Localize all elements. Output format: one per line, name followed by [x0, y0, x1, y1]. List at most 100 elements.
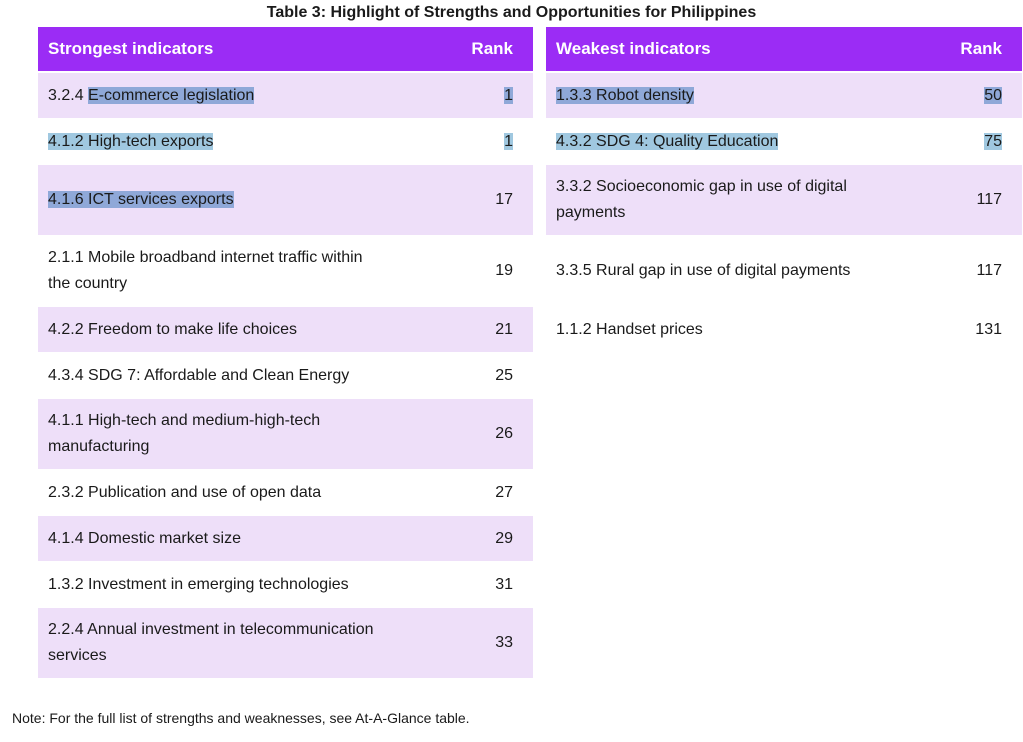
indicator-rank: 1: [504, 132, 513, 150]
weakest-rank-cell: 75: [906, 119, 1022, 165]
column-gap: [533, 27, 546, 73]
weakest-rank-cell: [906, 470, 1022, 516]
indicator-code: 3.3.5: [556, 262, 592, 279]
indicator-code: 4.3.2: [556, 132, 592, 150]
table-row: 4.1.1 High-tech and medium-high-tech man…: [38, 399, 1022, 470]
table-row: 2.1.1 Mobile broadband internet traffic …: [38, 236, 1022, 307]
indicator-label: Mobile broadband internet traffic within…: [48, 249, 363, 292]
strongest-indicator-cell: 2.1.1 Mobile broadband internet traffic …: [38, 236, 398, 307]
table-row: 1.3.2 Investment in emerging technologie…: [38, 562, 1022, 608]
strongest-header: Strongest indicators: [38, 27, 398, 73]
strongest-indicator-cell: 4.1.1 High-tech and medium-high-tech man…: [38, 399, 398, 470]
indicator-label: E-commerce legislation: [88, 86, 255, 104]
indicator-rank: 1: [504, 86, 513, 104]
weakest-indicator-cell: 4.3.2 SDG 4: Quality Education: [546, 119, 906, 165]
indicator-code: 4.1.6: [48, 191, 84, 208]
weakest-rank-cell: 50: [906, 73, 1022, 119]
strongest-rank-cell: 1: [398, 119, 533, 165]
indicator-rank: 75: [984, 132, 1002, 150]
indicator-label: High-tech and medium-high-tech manufactu…: [48, 412, 321, 455]
table-row: 4.1.2 High-tech exports 1 4.3.2 SDG 4: Qua…: [38, 119, 1022, 165]
indicator-label: SDG 7: Affordable and Clean Energy: [88, 366, 350, 384]
indicator-rank: 131: [975, 320, 1002, 338]
table-row: 2.3.2 Publication and use of open data 27: [38, 470, 1022, 516]
indicator-rank: 50: [984, 86, 1002, 104]
weakest-indicator-cell: [546, 516, 906, 562]
weakest-rank-cell: 117: [906, 236, 1022, 307]
strongest-rank-cell: 1: [398, 73, 533, 119]
weakest-indicator-cell: 3.3.2 Socioeconomic gap in use of digita…: [546, 165, 906, 236]
indicator-code: 2.2.4: [48, 621, 84, 638]
weakest-rank-cell: [906, 399, 1022, 470]
weakest-header: Weakest indicators: [546, 27, 906, 73]
indicator-label: Robot density: [596, 86, 694, 104]
indicator-code: 1.3.2: [48, 575, 84, 593]
column-gap: [533, 353, 546, 399]
strongest-indicator-cell: 2.3.2 Publication and use of open data: [38, 470, 398, 516]
column-gap: [533, 562, 546, 608]
indicator-code: 4.1.4: [48, 529, 84, 547]
indicator-code: 3.3.2: [556, 178, 592, 195]
indicator-label: High-tech exports: [88, 132, 214, 150]
indicator-label: Freedom to make life choices: [88, 320, 298, 338]
table-row: 4.1.6 ICT services exports 17 3.3.2 Socioe…: [38, 165, 1022, 236]
column-gap: [533, 608, 546, 679]
weakest-rank-cell: 117: [906, 165, 1022, 236]
indicator-label: Socioeconomic gap in use of digital paym…: [556, 178, 847, 221]
column-gap: [533, 236, 546, 307]
strongest-indicator-cell: 3.2.4 E-commerce legislation: [38, 73, 398, 119]
indicator-rank: 117: [976, 191, 1002, 208]
strongest-rank-cell: 17: [398, 165, 533, 236]
weakest-indicator-cell: 3.3.5 Rural gap in use of digital paymen…: [546, 236, 906, 307]
weakest-rank-cell: [906, 353, 1022, 399]
weakest-indicator-cell: 1.3.3 Robot density: [546, 73, 906, 119]
indicator-rank: 25: [495, 366, 513, 384]
strongest-indicator-cell: 4.3.4 SDG 7: Affordable and Clean Energy: [38, 353, 398, 399]
strongest-indicator-cell: 2.2.4 Annual investment in telecommunica…: [38, 608, 398, 679]
strongest-rank-cell: 26: [398, 399, 533, 470]
column-gap: [533, 516, 546, 562]
table-row: 4.1.4 Domestic market size 29: [38, 516, 1022, 562]
strongest-rank-cell: 21: [398, 307, 533, 353]
weakest-indicator-cell: [546, 608, 906, 679]
strongest-rank-cell: 31: [398, 562, 533, 608]
indicator-rank: 31: [495, 575, 513, 593]
indicator-rank: 117: [976, 262, 1002, 279]
strongest-rank-cell: 27: [398, 470, 533, 516]
strongest-indicator-cell: 4.1.2 High-tech exports: [38, 119, 398, 165]
strongest-rank-header: Rank: [398, 27, 533, 73]
table-row: 4.2.2 Freedom to make life choices 21 1.1.…: [38, 307, 1022, 353]
column-gap: [533, 73, 546, 119]
indicator-rank: 21: [495, 320, 513, 338]
weakest-rank-cell: [906, 516, 1022, 562]
indicator-rank: 19: [495, 262, 513, 279]
strongest-rank-cell: 19: [398, 236, 533, 307]
weakest-rank-cell: [906, 562, 1022, 608]
strongest-indicator-cell: 4.1.4 Domestic market size: [38, 516, 398, 562]
indicator-code: 4.2.2: [48, 320, 84, 338]
indicator-label: Publication and use of open data: [88, 483, 322, 501]
indicator-rank: 33: [495, 634, 513, 651]
indicator-code: 4.3.4: [48, 366, 84, 384]
weakest-indicator-cell: [546, 470, 906, 516]
indicator-label: Annual investment in telecommunication s…: [48, 621, 374, 664]
weakest-rank-cell: 131: [906, 307, 1022, 353]
table-row: 2.2.4 Annual investment in telecommunica…: [38, 608, 1022, 679]
strongest-rank-cell: 33: [398, 608, 533, 679]
indicator-label: Domestic market size: [88, 529, 241, 547]
table-note: Note: For the full list of strengths and…: [12, 710, 470, 726]
indicator-label: ICT services exports: [88, 191, 234, 208]
indicator-label: SDG 4: Quality Education: [596, 132, 779, 150]
column-gap: [533, 470, 546, 516]
indicator-rank: 27: [495, 483, 513, 501]
indicator-label: Handset prices: [596, 320, 703, 338]
indicator-rank: 17: [495, 191, 513, 208]
weakest-indicator-cell: [546, 562, 906, 608]
indicator-label: Rural gap in use of digital payments: [596, 262, 851, 279]
indicator-code: 2.3.2: [48, 483, 84, 501]
weakest-indicator-cell: [546, 399, 906, 470]
indicator-code: 4.1.1: [48, 412, 84, 429]
strongest-rank-cell: 25: [398, 353, 533, 399]
indicator-code: 1.3.3: [556, 86, 592, 104]
indicator-code: 4.1.2: [48, 132, 84, 150]
